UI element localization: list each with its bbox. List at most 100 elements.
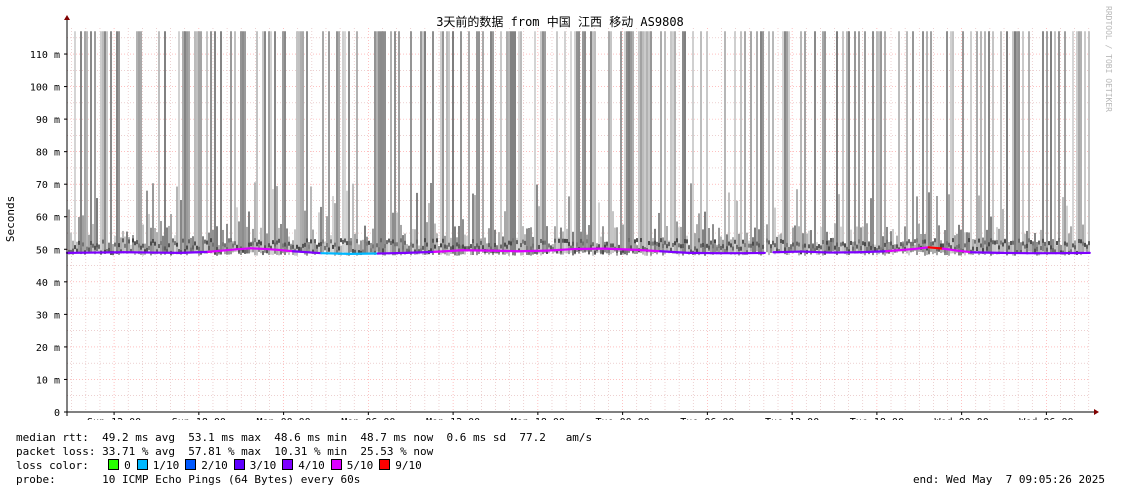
smoke-core <box>204 239 206 244</box>
smoke-core <box>680 244 682 249</box>
y-tick-label: 100 m <box>30 83 60 94</box>
smoke-bar <box>920 234 922 252</box>
smoke-bar <box>296 31 298 256</box>
smoke-bar <box>698 213 700 256</box>
smoke-bar <box>338 31 340 256</box>
smoke-bar <box>720 236 722 255</box>
smoke-core <box>236 244 238 249</box>
loss-color-swatch <box>233 459 245 470</box>
smoke-core <box>1064 241 1066 246</box>
smoke-core <box>526 246 528 251</box>
smokeping-chart: 3天前的数据 from 中国 江西 移动 AS9808 Seconds 0 10 … <box>4 14 1099 420</box>
smoke-core <box>444 244 446 249</box>
smoke-bar <box>222 229 224 252</box>
smoke-bar <box>1002 209 1004 254</box>
smoke-core <box>934 238 936 243</box>
smoke-bar <box>840 226 842 253</box>
smoke-bar <box>90 31 92 253</box>
smoke-bar <box>868 241 870 255</box>
smoke-bar <box>248 211 250 254</box>
smoke-core <box>476 243 478 248</box>
smoke-bar <box>846 31 848 256</box>
smoke-bar <box>1022 31 1024 253</box>
smoke-bar <box>510 31 512 252</box>
smoke-core <box>290 245 292 250</box>
smoke-core <box>446 245 448 250</box>
smoke-bar <box>246 226 248 254</box>
smoke-core <box>796 241 798 246</box>
smoke-bar <box>772 31 774 252</box>
smoke-bar <box>544 31 546 253</box>
smoke-bar <box>1056 245 1058 253</box>
smoke-core <box>238 248 240 253</box>
smoke-core <box>224 243 226 248</box>
smoke-bar <box>684 31 686 254</box>
median-segment <box>320 252 351 255</box>
smoke-core <box>738 247 740 252</box>
legend-loss-color-row: loss color: 0 1/10 2/10 3/10 4/10 5/10 9/10 <box>16 459 422 473</box>
smoke-core <box>702 242 704 247</box>
y-tick-labels: 0 10 m 20 m 30 m 40 m 50 m 60 m 70 m 80 m 90 m 100… <box>30 50 67 419</box>
smoke-bar <box>570 31 572 253</box>
median-segment <box>913 246 930 251</box>
smoke-bar <box>236 207 238 252</box>
smoke-core <box>908 239 910 244</box>
smoke-bar <box>434 223 436 252</box>
smoke-bar <box>302 31 304 253</box>
smoke-core <box>782 239 784 244</box>
smoke-core <box>130 248 132 253</box>
smoke-core <box>724 248 726 253</box>
smoke-core <box>1034 248 1036 253</box>
smoke-core <box>436 238 438 243</box>
smoke-bar <box>950 31 952 254</box>
smoke-bar <box>1042 31 1044 252</box>
median-segment <box>969 251 1001 254</box>
smoke-bar <box>726 234 728 253</box>
smoke-core <box>168 243 170 248</box>
smoke-core <box>214 250 216 255</box>
smoke-core <box>1000 240 1002 245</box>
smoke-core <box>494 243 496 248</box>
smoke-core <box>1044 241 1046 246</box>
smoke-bar <box>180 200 182 255</box>
smoke-core <box>362 249 364 254</box>
median-segment <box>207 248 238 253</box>
smoke-bar <box>992 31 994 255</box>
smoke-bar <box>642 31 644 255</box>
smoke-bar <box>1028 31 1030 252</box>
probe-label: probe: <box>16 473 56 486</box>
smoke-bar <box>456 237 458 256</box>
smoke-bar <box>876 31 878 256</box>
smoke-bar <box>136 31 138 252</box>
smoke-bar <box>884 31 886 256</box>
smoke-core <box>122 238 124 243</box>
smoke-core <box>392 239 394 244</box>
smoke-bar <box>926 31 928 255</box>
smoke-core <box>1010 240 1012 245</box>
smoke-core <box>1070 249 1072 254</box>
smoke-bar <box>896 235 898 253</box>
smoke-bar <box>802 233 804 253</box>
smoke-bar <box>598 202 600 253</box>
rrdtool-watermark: RRDTOOL / TOBI OETIKER <box>1104 6 1113 112</box>
smoke-bar <box>140 31 142 256</box>
smoke-bar <box>498 232 500 255</box>
smoke-core <box>668 242 670 247</box>
smoke-core <box>672 242 674 247</box>
smoke-bar <box>758 229 760 255</box>
smoke-bar <box>744 31 746 256</box>
median-segment <box>517 249 549 253</box>
smoke-bar <box>452 31 454 254</box>
smoke-bar <box>374 31 376 252</box>
smoke-bar <box>568 196 570 255</box>
legend-probe-row: probe: 10 ICMP Echo Pings (64 Bytes) eve… <box>16 473 360 487</box>
smoke-core <box>356 239 358 244</box>
smoke-bar <box>476 31 478 256</box>
smoke-core <box>918 243 920 248</box>
smoke-core <box>802 244 804 249</box>
smoke-bar <box>536 184 538 252</box>
smoke-core <box>602 250 604 255</box>
smoke-bar <box>584 31 586 253</box>
smoke-bar <box>274 31 276 254</box>
smoke-core <box>1058 237 1060 242</box>
